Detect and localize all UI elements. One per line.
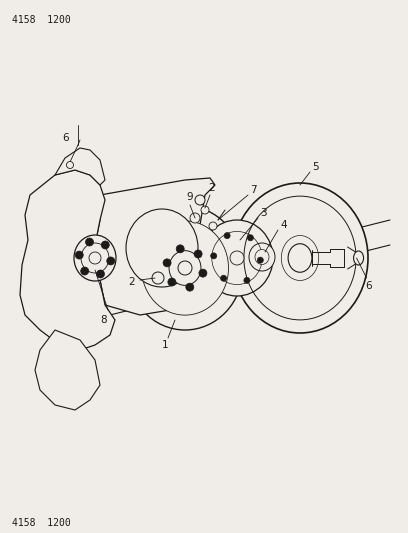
Ellipse shape — [232, 183, 368, 333]
Circle shape — [194, 250, 202, 258]
Circle shape — [244, 277, 250, 284]
Circle shape — [168, 278, 176, 286]
Circle shape — [211, 253, 217, 259]
Text: 4: 4 — [280, 220, 287, 230]
Circle shape — [178, 261, 192, 275]
Circle shape — [186, 283, 194, 291]
Circle shape — [221, 275, 226, 281]
Circle shape — [107, 257, 115, 265]
Text: 4158  1200: 4158 1200 — [12, 518, 71, 528]
Circle shape — [163, 259, 171, 267]
Circle shape — [89, 252, 101, 264]
Text: 8: 8 — [100, 315, 106, 325]
Ellipse shape — [142, 221, 228, 315]
Circle shape — [96, 270, 104, 278]
Circle shape — [209, 222, 217, 230]
Polygon shape — [35, 330, 100, 410]
Ellipse shape — [169, 251, 201, 285]
Ellipse shape — [255, 249, 269, 264]
Text: 2: 2 — [128, 277, 135, 287]
Circle shape — [224, 232, 230, 239]
Circle shape — [176, 245, 184, 253]
Text: 3: 3 — [260, 208, 266, 218]
Circle shape — [86, 238, 93, 246]
Ellipse shape — [288, 244, 312, 272]
Text: 4158  1200: 4158 1200 — [12, 15, 71, 25]
Polygon shape — [95, 178, 215, 315]
Text: 5: 5 — [312, 162, 319, 172]
Ellipse shape — [126, 209, 198, 287]
Text: 2: 2 — [208, 183, 215, 193]
Ellipse shape — [127, 206, 243, 330]
Circle shape — [199, 269, 207, 277]
Circle shape — [81, 267, 89, 275]
Circle shape — [201, 206, 209, 214]
Polygon shape — [20, 170, 115, 350]
Text: 1: 1 — [162, 340, 169, 350]
Ellipse shape — [81, 243, 109, 273]
Ellipse shape — [354, 251, 364, 265]
Circle shape — [152, 272, 164, 284]
Circle shape — [230, 251, 244, 265]
Polygon shape — [55, 148, 105, 185]
Circle shape — [195, 195, 205, 205]
Circle shape — [247, 235, 253, 241]
Text: 6: 6 — [366, 281, 372, 291]
Text: 6: 6 — [62, 133, 69, 143]
Ellipse shape — [74, 235, 116, 281]
Ellipse shape — [249, 243, 275, 271]
Circle shape — [67, 161, 73, 168]
Circle shape — [101, 241, 109, 249]
Text: 7: 7 — [250, 185, 257, 195]
Ellipse shape — [201, 220, 273, 296]
Circle shape — [257, 257, 263, 263]
Circle shape — [190, 213, 200, 223]
Circle shape — [75, 251, 83, 259]
Text: 9: 9 — [186, 192, 193, 202]
